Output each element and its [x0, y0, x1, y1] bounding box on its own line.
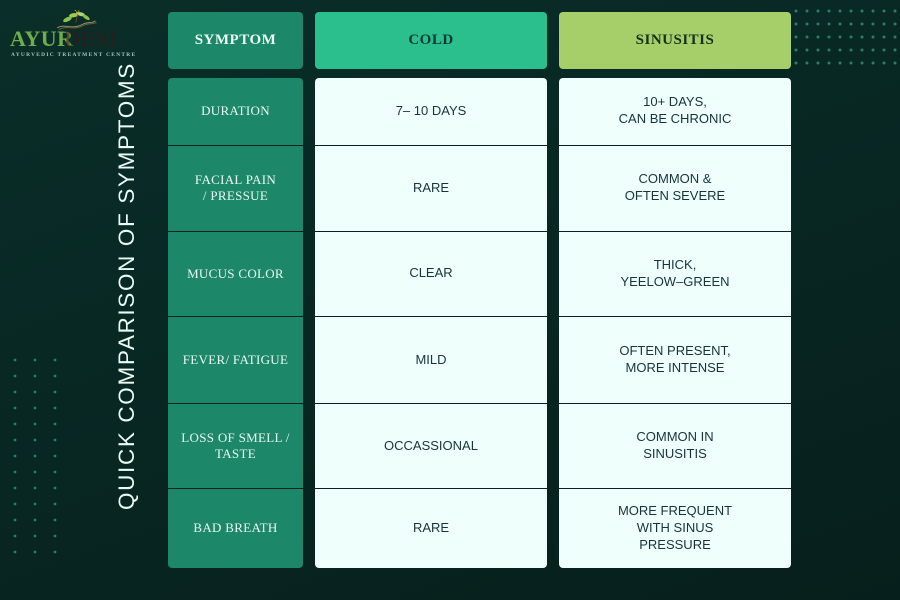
svg-text:AYURVEDIC TREATMENT CENTRE: AYURVEDIC TREATMENT CENTRE: [11, 52, 136, 58]
svg-text:DESI: DESI: [64, 26, 117, 51]
